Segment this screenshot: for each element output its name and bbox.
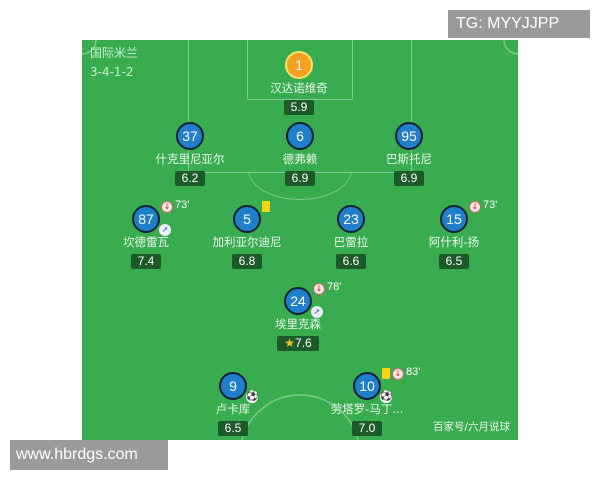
substitution-icon: ↓ [161,201,173,213]
player-rating: 6.5 [438,254,470,269]
goal-area-line [247,40,353,100]
rating-value: 6.6 [342,254,360,268]
player-name: 巴斯托尼 [386,152,432,166]
player-name: 什克里尼亚尔 [155,152,225,166]
center-circle [241,394,359,440]
player-rating: 6.9 [284,171,316,186]
rating-value: 6.9 [400,171,418,185]
pitch: 国际米兰 3-4-1-2 1 汉达诺维奇 5.9 37 什克里尼亚尔 6.2 6 德… [82,40,518,440]
team-name: 国际米兰 [90,46,139,60]
corner-arc [503,40,518,55]
player-number: 10 [353,372,381,400]
player[interactable]: 15 ↓ 73' 阿什利-扬 6.5 [394,199,514,269]
player-name: 德弗赖 [282,152,318,166]
player-rating: 6.9 [393,171,425,186]
player[interactable]: 6 德弗赖 6.9 [240,122,360,186]
player-rating: 6.5 [217,421,249,436]
player-rating: 6.6 [335,254,367,269]
player-number: 87 [132,205,160,233]
player-rating: 7.4 [130,254,162,269]
goal-ball-icon: ⚽ [380,391,393,403]
player-name: 阿什利-扬 [428,235,480,249]
rating-value: 6.9 [291,171,309,185]
watermark-top: TG: MYYJJPP [448,10,590,38]
player-rating: 6.8 [231,254,263,269]
player-name: 埃里克森 [275,317,321,331]
yellow-card-icon [382,368,390,379]
player-name: 汉达诺维奇 [270,81,328,95]
sub-minute: 73' [175,199,190,211]
player-number: 95 [395,122,423,150]
player-number: 6 [286,122,314,150]
player-number: 9 [219,372,247,400]
player[interactable]: 24 ↓ 78' ➚ 埃里克森 ★7.6 [238,281,358,351]
rating-value: 7.0 [358,421,376,435]
formation: 3-4-1-2 [90,65,134,79]
player-number: 15 [440,205,468,233]
player-name: 加利亚尔迪尼 [212,235,282,249]
player-name: 劳塔罗-马丁... [330,402,404,416]
credit: 百家号/六月说球 [432,421,510,433]
rating-value: 6.8 [238,254,256,268]
watermark-bottom: www.hbrdgs.com [10,440,168,470]
player-name: 卢卡库 [215,402,251,416]
player-number: 37 [176,122,204,150]
substitution-icon: ↓ [313,283,325,295]
player-rating: 5.9 [283,100,315,115]
player-number: 23 [337,205,365,233]
pitch-lines [82,40,518,440]
player-number: 24 [284,287,312,315]
sub-minute: 78' [327,281,342,293]
player-rating: 6.2 [174,171,206,186]
team-info: 国际米兰 3-4-1-2 [90,44,138,82]
player-name: 巴雷拉 [333,235,369,249]
player[interactable]: 37 什克里尼亚尔 6.2 [130,122,250,186]
player[interactable]: 1 汉达诺维奇 5.9 [239,51,359,115]
rating-value: 7.6 [295,336,312,350]
rating-value: 7.4 [137,254,155,268]
yellow-card-icon [262,201,270,212]
player-rating: 7.0 [351,421,383,436]
substitution-icon: ↓ [392,368,404,380]
sub-minute: 83' [406,366,421,378]
player-rating: ★7.6 [277,336,319,351]
assist-boot-icon: ➚ [159,224,171,236]
goal-ball-icon: ⚽ [246,391,259,403]
player[interactable]: 10 ↓ 83' ⚽ 劳塔罗-马丁... 7.0 [307,366,427,436]
rating-value: 6.2 [181,171,199,185]
sub-minute: 73' [483,199,498,211]
player-name: 坎德雷瓦 [123,235,169,249]
rating-value: 5.9 [290,100,308,114]
assist-boot-icon: ➚ [311,306,323,318]
substitution-icon: ↓ [469,201,481,213]
player[interactable]: 5 加利亚尔迪尼 6.8 [187,201,307,269]
player[interactable]: 9 ⚽ 卢卡库 6.5 [173,372,293,436]
player[interactable]: 23 巴雷拉 6.6 [291,205,411,269]
player-number: 5 [233,205,261,233]
star-icon: ★ [284,336,296,350]
rating-value: 6.5 [445,254,463,268]
rating-value: 6.5 [224,421,242,435]
corner-arc [82,40,97,55]
player[interactable]: 87 ↓ 73' ➚ 坎德雷瓦 7.4 [86,199,206,269]
player[interactable]: 95 巴斯托尼 6.9 [349,122,469,186]
player-number: 1 [285,51,313,79]
